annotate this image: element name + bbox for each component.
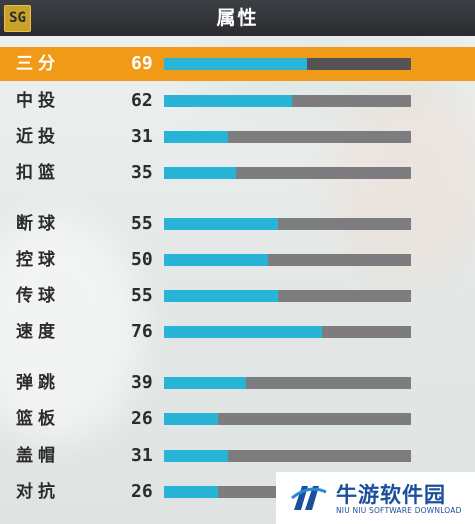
stat-bar-track: [164, 290, 411, 302]
stat-bar-fill: [164, 377, 246, 389]
stat-row-speed[interactable]: 速度 76: [0, 315, 475, 349]
stat-row-ball-handling[interactable]: 控球 50: [0, 243, 475, 277]
stat-label: 三分: [16, 54, 60, 74]
stat-bar-fill: [164, 450, 229, 462]
page-title: 属性: [216, 7, 259, 29]
stat-bar-track: [164, 58, 411, 70]
stat-bar-track: [164, 131, 411, 143]
stat-label: 中投: [16, 91, 60, 111]
stat-bar-fill: [164, 254, 268, 266]
stat-row-three-point[interactable]: 三分 69: [0, 47, 475, 81]
stat-value: 35: [131, 162, 153, 183]
stat-bar-fill: [164, 131, 229, 143]
stat-bar-fill: [164, 58, 308, 70]
stat-label: 近投: [16, 127, 60, 147]
watermark-name: 牛游软件园: [336, 483, 446, 507]
stat-bar-track: [164, 167, 411, 179]
stat-bar-fill: [164, 218, 278, 230]
stat-bar-track: [164, 326, 411, 338]
niuniu-logo-icon: [291, 486, 327, 510]
stat-bar-fill: [164, 486, 219, 498]
stat-value: 55: [131, 213, 153, 234]
stat-label: 对抗: [16, 482, 60, 502]
stat-row-dunk[interactable]: 扣篮 35: [0, 156, 475, 190]
stat-bar-fill: [164, 326, 323, 338]
stat-value: 69: [131, 53, 153, 74]
header-bar: 属性 SG: [0, 0, 475, 36]
stat-label: 盖帽: [16, 446, 60, 466]
stat-bar-track: [164, 450, 411, 462]
position-badge: SG: [4, 5, 31, 32]
stat-label: 断球: [16, 214, 60, 234]
stat-value: 26: [131, 408, 153, 429]
stat-row-passing[interactable]: 传球 55: [0, 279, 475, 313]
stat-value: 31: [131, 445, 153, 466]
stat-row-steal[interactable]: 断球 55: [0, 207, 475, 241]
stat-row-jumping[interactable]: 弹跳 39: [0, 366, 475, 400]
stat-label: 控球: [16, 250, 60, 270]
stat-row-rebound[interactable]: 篮板 26: [0, 402, 475, 436]
watermark-subtitle: NIU NIU SOFTWARE DOWNLOAD: [336, 506, 462, 515]
stat-value: 26: [131, 481, 153, 502]
stat-label: 传球: [16, 286, 60, 306]
stat-row-block[interactable]: 盖帽 31: [0, 439, 475, 473]
stat-label: 速度: [16, 322, 60, 342]
stat-value: 55: [131, 285, 153, 306]
stat-value: 76: [131, 321, 153, 342]
stat-bar-fill: [164, 290, 278, 302]
watermark: 牛游软件园 NIU NIU SOFTWARE DOWNLOAD: [276, 472, 475, 524]
stat-bar-track: [164, 413, 411, 425]
stat-bar-fill: [164, 95, 293, 107]
stat-label: 弹跳: [16, 373, 60, 393]
stat-bar-track: [164, 218, 411, 230]
stat-value: 50: [131, 249, 153, 270]
stat-bar-fill: [164, 413, 219, 425]
stat-bar-track: [164, 95, 411, 107]
stat-value: 31: [131, 126, 153, 147]
stat-value: 39: [131, 372, 153, 393]
stat-label: 扣篮: [16, 163, 60, 183]
stat-row-mid-range[interactable]: 中投 62: [0, 84, 475, 118]
stat-bar-fill: [164, 167, 236, 179]
stat-value: 62: [131, 90, 153, 111]
stat-bar-track: [164, 377, 411, 389]
stat-label: 篮板: [16, 409, 60, 429]
stat-bar-track: [164, 254, 411, 266]
stat-row-close-shot[interactable]: 近投 31: [0, 120, 475, 154]
